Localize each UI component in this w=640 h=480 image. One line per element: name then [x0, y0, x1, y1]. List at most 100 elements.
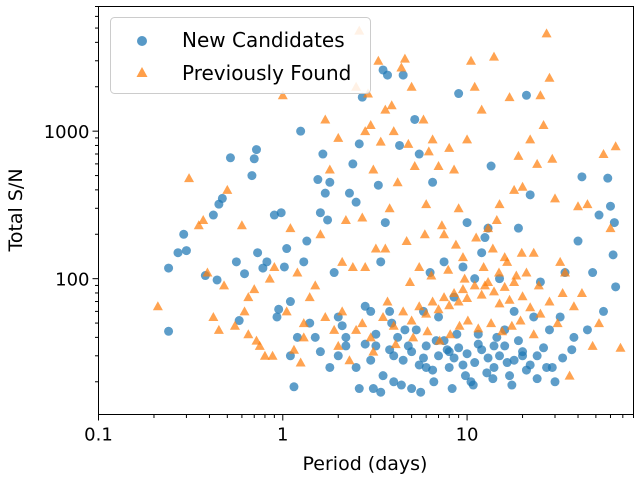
new-candidate-point [279, 262, 289, 272]
previously-found-point [434, 335, 445, 345]
new-candidate-point [547, 362, 557, 372]
new-candidate-point [434, 351, 444, 361]
previously-found-point [444, 142, 455, 152]
new-candidate-point [544, 325, 554, 335]
new-candidate-point [380, 218, 390, 228]
new-candidate-point [410, 114, 420, 124]
y-axis-label: Total S/N [5, 168, 27, 252]
previously-found-point [459, 273, 470, 283]
previously-found-point [222, 184, 233, 194]
new-candidate-point [341, 332, 351, 342]
new-candidate-point [447, 384, 457, 394]
previously-found-point [494, 199, 505, 209]
previously-found-point [365, 120, 376, 130]
previously-found-point [368, 164, 379, 174]
previously-found-point [208, 311, 219, 321]
new-candidate-point [507, 380, 517, 390]
previously-found-point [229, 320, 240, 330]
previously-found-point [193, 220, 204, 230]
previously-found-point [382, 296, 393, 306]
previously-found-point [152, 301, 163, 311]
new-candidate-point [416, 387, 426, 397]
previously-found-point [483, 276, 494, 286]
new-candidate-point [400, 325, 410, 335]
new-candidate-point [539, 343, 549, 353]
previously-found-point [462, 134, 473, 144]
plot-frame [98, 6, 634, 415]
previously-found-point [360, 261, 371, 271]
new-candidate-point [444, 362, 454, 372]
new-candidate-point [240, 269, 250, 279]
previously-found-point [422, 326, 433, 336]
previously-found-point [465, 55, 476, 65]
new-candidate-point [470, 358, 480, 368]
previously-found-point [449, 164, 460, 174]
new-candidate-point [573, 236, 583, 246]
new-candidate-point [489, 341, 499, 351]
previously-found-point [243, 329, 254, 339]
new-candidate-point [376, 257, 386, 267]
previously-found-point [421, 308, 432, 318]
previously-found-point [368, 346, 379, 356]
previously-found-point [269, 261, 280, 271]
previously-found-point [547, 153, 558, 163]
new-candidate-point [502, 358, 512, 368]
previously-found-point [564, 370, 575, 380]
x-tick-label: 10 [456, 425, 479, 446]
previously-found-point [396, 62, 407, 72]
new-candidate-point [368, 384, 378, 394]
new-candidate-point [395, 140, 405, 150]
new-candidate-point [495, 351, 505, 361]
new-candidate-point [354, 384, 364, 394]
previously-found-point [491, 214, 502, 224]
previously-found-point [552, 318, 563, 328]
previously-found-point [285, 223, 296, 233]
previously-found-point [544, 72, 555, 82]
previously-found-point [249, 284, 260, 294]
previously-found-point [184, 173, 195, 183]
new-candidate-point [603, 173, 613, 183]
new-candidate-point [439, 257, 449, 267]
new-candidate-point [251, 145, 261, 155]
new-candidate-point [292, 332, 302, 342]
previously-found-point [502, 256, 513, 266]
previously-found-point [462, 315, 473, 325]
previously-found-point [560, 267, 571, 277]
points-layer [152, 25, 626, 397]
previously-found-point [462, 292, 473, 302]
new-candidate-point [407, 384, 417, 394]
new-candidate-point [181, 246, 191, 256]
previously-found-point [380, 243, 391, 253]
new-candidate-point [247, 171, 257, 181]
new-candidate-point [325, 177, 335, 187]
previously-found-point [357, 318, 368, 328]
new-candidate-point [212, 275, 222, 285]
new-candidate-point [567, 345, 577, 355]
new-candidate-point [513, 336, 523, 346]
new-candidate-point [428, 365, 438, 375]
previously-found-point [610, 141, 621, 151]
new-candidate-point [458, 262, 468, 272]
previously-found-point [433, 161, 444, 171]
new-candidate-point [418, 353, 428, 363]
previously-found-point [509, 184, 520, 194]
previously-found-point [497, 326, 508, 336]
new-candidate-point [594, 210, 604, 220]
new-candidate-point [360, 339, 370, 349]
y-tick-label: 100 [55, 270, 89, 291]
new-candidate-point [393, 332, 403, 342]
new-candidate-point [329, 268, 339, 278]
new-candidate-point [407, 347, 417, 357]
new-candidate-point [577, 172, 587, 182]
previously-found-point [236, 220, 247, 230]
new-candidate-point [282, 244, 292, 254]
new-candidate-point [299, 257, 309, 267]
previously-found-point [386, 100, 397, 110]
previously-found-point [517, 181, 528, 191]
new-candidate-point [442, 345, 452, 355]
new-candidate-point [611, 282, 621, 292]
previously-found-point [444, 300, 455, 310]
previously-found-point [433, 304, 444, 314]
x-tick-label: 1 [277, 425, 288, 446]
new-candidate-point [366, 355, 376, 365]
